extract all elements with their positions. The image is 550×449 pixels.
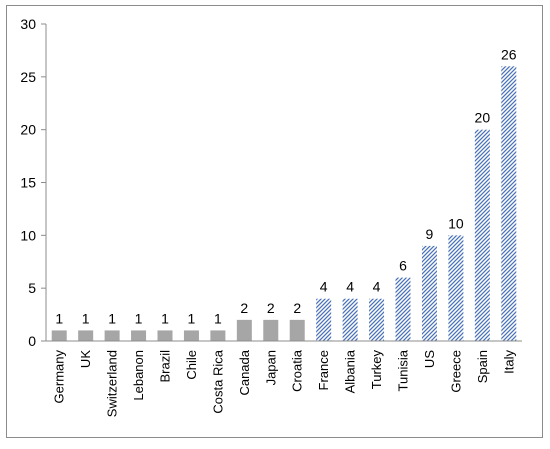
- y-axis: 0 5 10 15 20 25 30: [20, 16, 47, 349]
- bar-uk: [78, 330, 94, 341]
- bar-croatia: [289, 319, 305, 341]
- x-tick-label: Tunisia: [396, 349, 411, 391]
- bar-germany: [51, 330, 67, 341]
- bar-switzerland: [104, 330, 120, 341]
- y-tick-label: 0: [28, 333, 36, 349]
- bar-spain: [474, 129, 490, 341]
- data-label: 9: [426, 226, 434, 242]
- x-axis: Germany UK Switzerland Lebanon Brazil Chile Co…: [46, 340, 522, 417]
- data-label: 4: [346, 279, 354, 295]
- x-tick-label: Greece: [448, 350, 463, 393]
- x-tick-label: Switzerland: [105, 350, 120, 417]
- data-label: 1: [82, 310, 90, 326]
- x-tick-label: UK: [78, 350, 93, 368]
- x-tick-label: Albania: [343, 349, 358, 393]
- data-label: 1: [108, 310, 116, 326]
- data-label: 26: [501, 46, 517, 62]
- bar-canada: [236, 319, 252, 341]
- data-label: 4: [320, 279, 328, 295]
- x-tick-label: Spain: [475, 350, 490, 383]
- bar-italy: [501, 66, 517, 342]
- data-label: 2: [267, 300, 275, 316]
- data-label: 2: [293, 300, 301, 316]
- bar-france: [316, 298, 332, 341]
- y-tick-label: 15: [20, 175, 36, 191]
- bar-japan: [263, 319, 279, 341]
- x-tick-label: Japan: [263, 350, 278, 385]
- data-label: 6: [399, 258, 407, 274]
- bar-brazil: [157, 330, 173, 341]
- x-tick-label: Canada: [237, 349, 252, 395]
- x-tick-label: US: [422, 350, 437, 368]
- bars: 1 1 1 1 1 1 1 2 2 2 4 4 4 6 9 10 20 26: [51, 46, 517, 342]
- bar-turkey: [369, 298, 385, 341]
- data-label: 1: [55, 310, 63, 326]
- data-label: 4: [373, 279, 381, 295]
- x-tick-label: Costa Rica: [210, 349, 225, 413]
- x-tick-label: Brazil: [158, 350, 173, 383]
- x-tick-label: Turkey: [369, 350, 384, 390]
- x-tick-label: Italy: [501, 350, 516, 374]
- bar-costa-rica: [210, 330, 226, 341]
- data-label: 20: [475, 110, 491, 126]
- data-label: 2: [240, 300, 248, 316]
- data-label: 1: [188, 310, 196, 326]
- chart-frame: [6, 5, 543, 438]
- bar-greece: [448, 235, 464, 341]
- x-tick-label: Germany: [52, 350, 67, 404]
- y-tick-label: 20: [20, 122, 36, 138]
- y-tick-label: 25: [20, 69, 36, 85]
- bar-lebanon: [131, 330, 147, 341]
- bar-albania: [342, 298, 358, 341]
- x-tick-label: Lebanon: [131, 350, 146, 401]
- bar-us: [421, 245, 437, 341]
- data-label: 1: [214, 310, 222, 326]
- bar-tunisia: [395, 277, 411, 341]
- data-label: 1: [161, 310, 169, 326]
- data-label: 10: [448, 215, 464, 231]
- y-tick-label: 10: [20, 227, 36, 243]
- x-tick-label: Chile: [184, 350, 199, 380]
- y-tick-label: 30: [20, 16, 36, 32]
- data-label: 1: [135, 310, 143, 326]
- y-tick-label: 5: [28, 280, 36, 296]
- x-tick-label: Croatia: [290, 349, 305, 392]
- x-tick-label: France: [316, 350, 331, 390]
- bar-chile: [183, 330, 199, 341]
